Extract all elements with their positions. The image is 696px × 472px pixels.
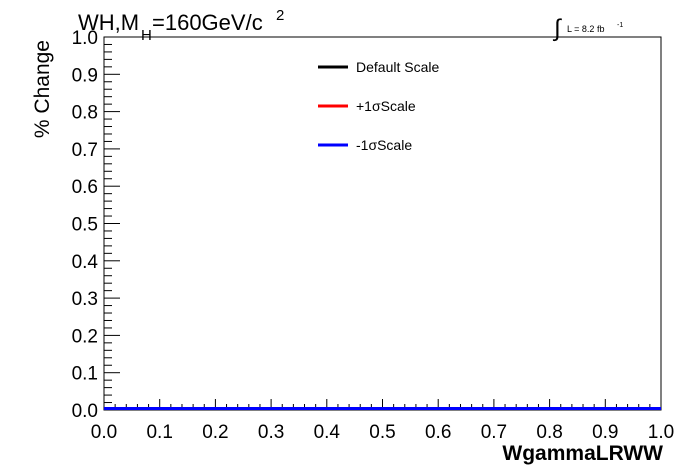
x-tick-label: 0.5 — [369, 422, 395, 443]
y-tick-label: 0.6 — [72, 177, 98, 198]
plot-frame — [103, 36, 662, 411]
legend: Default Scale +1σScale -1σScale — [318, 59, 439, 153]
chart-title-rest: =160GeV/c — [152, 10, 263, 35]
x-tick-label: 0.3 — [258, 422, 284, 443]
y-tick-label: 0.2 — [72, 326, 98, 347]
x-tick-label: 0.8 — [536, 422, 562, 443]
y-tick-label: 1.0 — [72, 28, 98, 49]
y-tick-label: 0.9 — [72, 65, 98, 86]
lumi-sup: -1 — [617, 22, 623, 29]
chart-title-main: WH,M — [78, 10, 139, 35]
x-tick-label: 0.1 — [146, 422, 172, 443]
y-axis-label: % Change — [31, 40, 54, 138]
x-tick-label: 0.4 — [314, 422, 341, 443]
y-tick-label: 0.0 — [72, 401, 98, 422]
x-tick-label: 0.7 — [481, 422, 507, 443]
y-tick-label: 0.4 — [72, 252, 99, 273]
x-axis-label: WgammaLRWW — [502, 442, 663, 465]
x-tick-label: 0.6 — [425, 422, 451, 443]
legend-label-default: Default Scale — [356, 59, 439, 75]
chart-title-sup: 2 — [276, 7, 284, 24]
lumi-label: L = 8.2 fb — [567, 24, 604, 34]
legend-label-plus: +1σScale — [356, 98, 416, 114]
x-tick-label: 0.2 — [202, 422, 228, 443]
y-tick-label: 0.7 — [72, 140, 98, 161]
y-tick-label: 0.3 — [72, 289, 98, 310]
y-tick-label: 0.1 — [72, 364, 98, 385]
x-tick-label: 1.0 — [648, 422, 674, 443]
y-tick-label: 0.8 — [72, 103, 98, 124]
y-tick-label: 0.5 — [72, 215, 98, 236]
chart-title-sub: H — [141, 27, 152, 44]
legend-label-minus: -1σScale — [356, 137, 412, 153]
x-tick-label: 0.9 — [592, 422, 618, 443]
x-tick-label: 0.0 — [91, 422, 117, 443]
integral-symbol: ∫ — [552, 15, 562, 42]
